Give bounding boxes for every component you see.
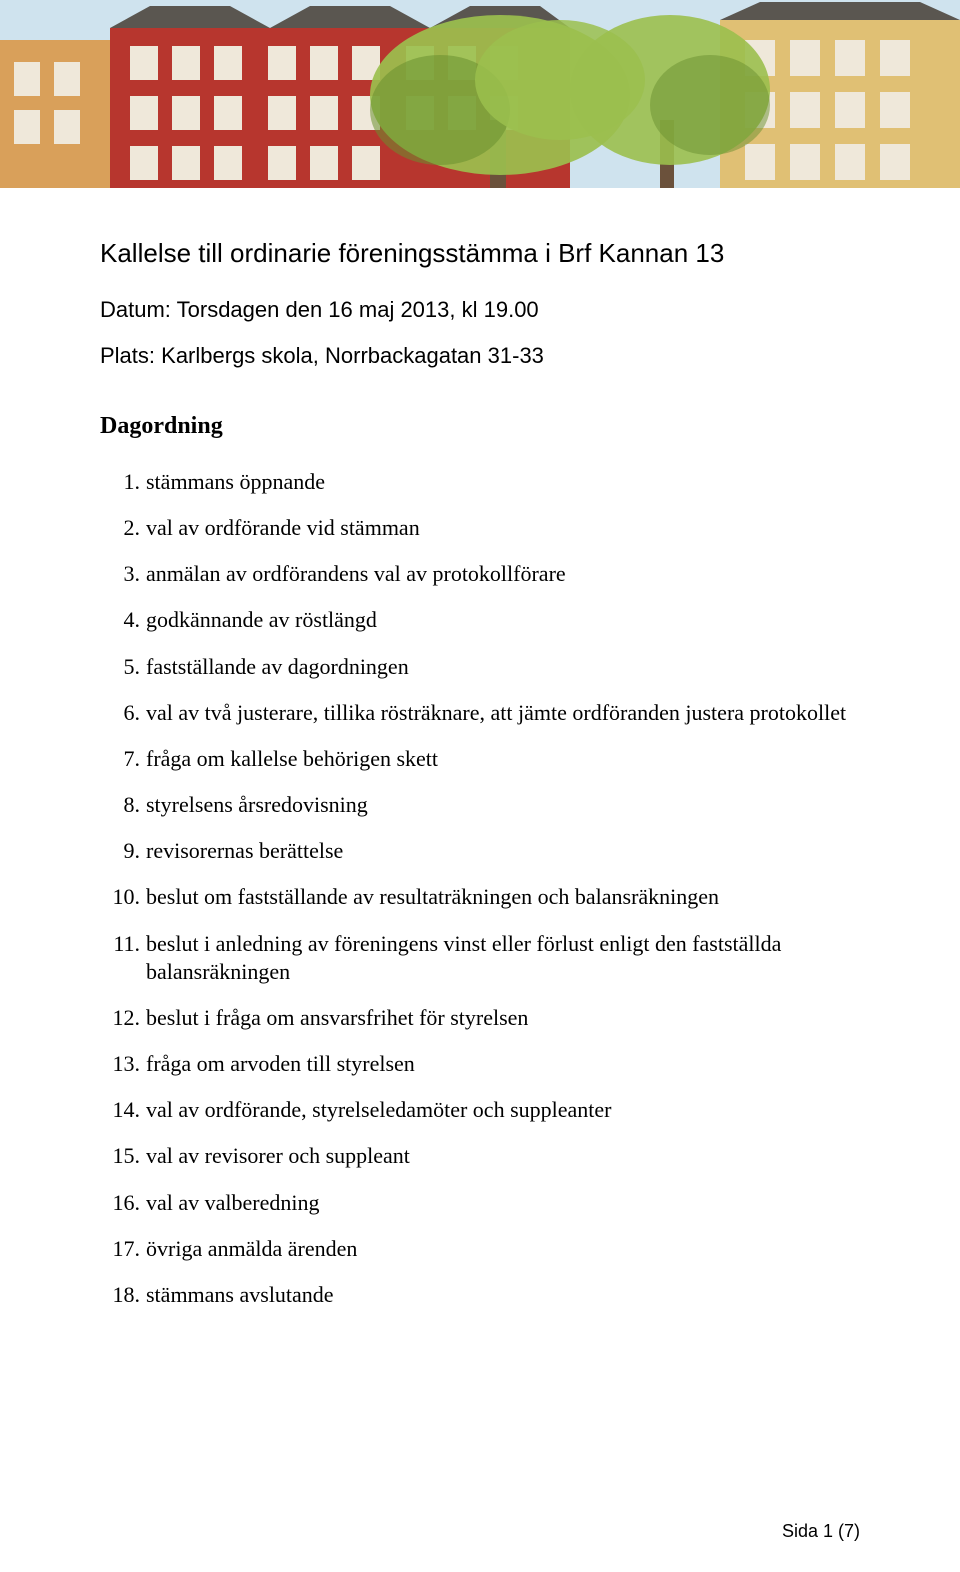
place-label: Plats: <box>100 343 155 368</box>
agenda-heading: Dagordning <box>100 413 860 440</box>
list-item: 10.beslut om fastställande av resultaträ… <box>136 883 860 911</box>
list-item: 2.val av ordförande vid stämman <box>136 514 860 542</box>
date-label: Datum: <box>100 297 171 322</box>
page-number: Sida 1 (7) <box>782 1521 860 1542</box>
list-item: 3.anmälan av ordförandens val av protoko… <box>136 560 860 588</box>
banner-image <box>0 0 960 188</box>
document-body: Kallelse till ordinarie föreningsstämma … <box>0 188 960 1309</box>
list-item: 13.fråga om arvoden till styrelsen <box>136 1050 860 1078</box>
list-item: 1.stämmans öppnande <box>136 468 860 496</box>
place-value: Karlbergs skola, Norrbackagatan 31-33 <box>155 343 544 368</box>
list-item: 4.godkännande av röstlängd <box>136 606 860 634</box>
list-item: 16.val av valberedning <box>136 1189 860 1217</box>
page-title: Kallelse till ordinarie föreningsstämma … <box>100 238 860 269</box>
list-item: 7.fråga om kallelse behörigen skett <box>136 745 860 773</box>
date-value: Torsdagen den 16 maj 2013, kl 19.00 <box>171 297 539 322</box>
date-line: Datum: Torsdagen den 16 maj 2013, kl 19.… <box>100 297 860 323</box>
page: Kallelse till ordinarie föreningsstämma … <box>0 0 960 1572</box>
list-item: 18.stämmans avslutande <box>136 1281 860 1309</box>
list-item: 11.beslut i anledning av föreningens vin… <box>136 930 860 986</box>
list-item: 5.fastställande av dagordningen <box>136 653 860 681</box>
place-line: Plats: Karlbergs skola, Norrbackagatan 3… <box>100 343 860 369</box>
list-item: 14.val av ordförande, styrelseledamöter … <box>136 1096 860 1124</box>
list-item: 6.val av två justerare, tillika rösträkn… <box>136 699 860 727</box>
agenda-list: 1.stämmans öppnande 2.val av ordförande … <box>100 468 860 1309</box>
list-item: 8.styrelsens årsredovisning <box>136 791 860 819</box>
list-item: 15.val av revisorer och suppleant <box>136 1142 860 1170</box>
list-item: 9.revisorernas berättelse <box>136 837 860 865</box>
list-item: 12.beslut i fråga om ansvarsfrihet för s… <box>136 1004 860 1032</box>
list-item: 17.övriga anmälda ärenden <box>136 1235 860 1263</box>
